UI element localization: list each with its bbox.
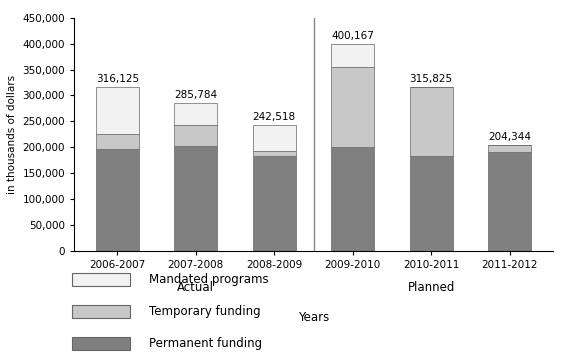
Bar [96, 149, 139, 251]
Bar [174, 146, 217, 251]
Text: 204,344: 204,344 [488, 132, 531, 142]
Bar [331, 147, 374, 251]
Bar [253, 125, 296, 151]
Bar [174, 103, 217, 125]
Text: Temporary funding: Temporary funding [149, 305, 260, 318]
Text: 400,167: 400,167 [331, 30, 374, 40]
FancyBboxPatch shape [72, 305, 130, 318]
Bar [331, 67, 374, 147]
Text: Actual: Actual [177, 281, 214, 294]
Bar [488, 153, 531, 251]
Bar [253, 156, 296, 251]
Text: 315,825: 315,825 [410, 74, 453, 84]
Bar [488, 145, 531, 153]
Bar [96, 87, 139, 134]
Text: Years: Years [298, 311, 329, 324]
Y-axis label: in thousands of dollars: in thousands of dollars [7, 75, 17, 194]
Bar [410, 156, 453, 251]
Text: Planned: Planned [408, 281, 455, 294]
Bar [410, 87, 453, 156]
Bar [174, 125, 217, 146]
FancyBboxPatch shape [72, 272, 130, 286]
Bar [331, 44, 374, 67]
Text: Permanent funding: Permanent funding [149, 338, 262, 350]
Bar [253, 151, 296, 156]
FancyBboxPatch shape [72, 337, 130, 350]
Text: Mandated programs: Mandated programs [149, 273, 268, 286]
Text: 316,125: 316,125 [96, 74, 139, 84]
Bar [96, 134, 139, 149]
Text: 285,784: 285,784 [174, 90, 217, 100]
Text: 242,518: 242,518 [253, 112, 296, 122]
